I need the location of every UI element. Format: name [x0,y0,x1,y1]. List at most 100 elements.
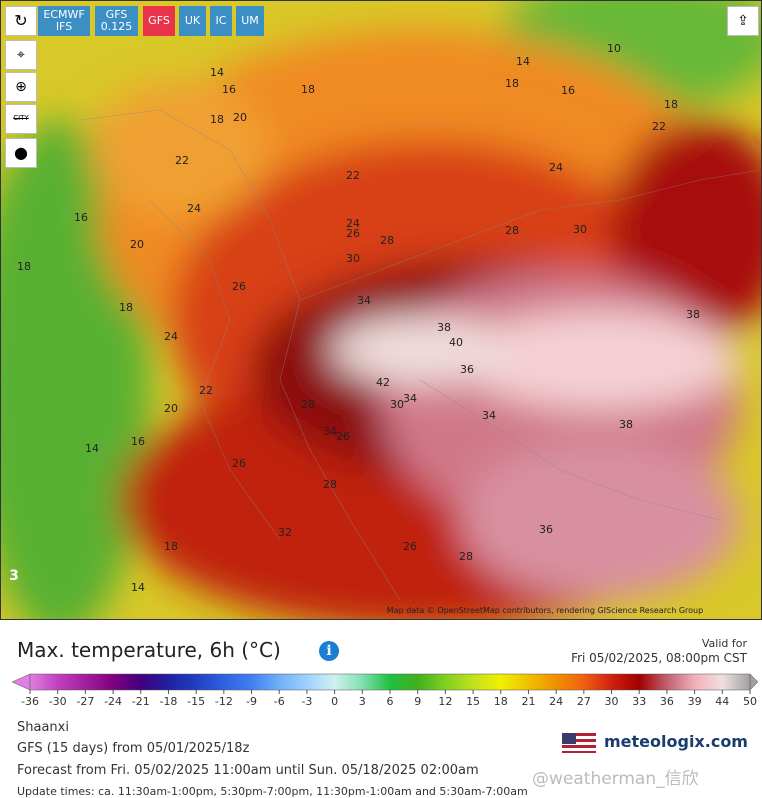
colorbar-label: -9 [246,695,257,708]
contour-label: 20 [233,111,247,124]
colorbar-label: 39 [688,695,702,708]
contour-label: 14 [210,66,224,79]
colorbar-label: -6 [274,695,285,708]
colorbar-label: 36 [660,695,674,708]
flag [562,733,596,753]
contour-label: 40 [449,336,463,349]
contour-label: 38 [686,308,700,321]
colorbar-label: 24 [549,695,563,708]
colorbar-label: 6 [387,695,394,708]
colorbar-label: 44 [715,695,729,708]
contour-label: 18 [210,113,224,126]
contour-label: 26 [346,227,360,240]
attribution: Map data © OpenStreetMap contributors, r… [387,606,703,615]
contour-label: 28 [459,550,473,563]
contour-label: 34 [403,392,417,405]
contour-label: 20 [164,402,178,415]
colorbar-label: 9 [414,695,421,708]
refresh-button[interactable]: ↻ [5,6,37,36]
colorbar-label: -30 [49,695,67,708]
share-button[interactable]: ⇪ [727,6,759,36]
model-sub: 0.125 [100,20,133,33]
model-name: UK [184,14,201,27]
contour-label: 30 [346,252,360,265]
contour-label: 26 [336,430,350,443]
contour-label: 20 [130,238,144,251]
model-tab[interactable]: UK [179,6,206,36]
borders [79,109,761,601]
colorbar-label: 12 [438,695,452,708]
marker-button[interactable]: ● [5,138,37,168]
city-button[interactable]: CITY [5,104,37,134]
contour-label: 18 [664,98,678,111]
contour-label: 30 [390,398,404,411]
colorbar-label: -27 [76,695,94,708]
valid-time: Fri 05/02/2025, 08:00pm CST [571,651,747,665]
model-sub: IFS [55,20,73,33]
logo[interactable]: meteologix.com [604,732,748,751]
model-tab[interactable]: GFS [143,6,175,36]
contour-label: 38 [619,418,633,431]
contour-label: 30 [573,223,587,236]
temperature-field [0,0,762,620]
colorbar-label: -12 [215,695,233,708]
contour-label: 26 [403,540,417,553]
colorbar-label: 50 [743,695,757,708]
contour-label: 16 [222,83,236,96]
contour-label: 42 [376,376,390,389]
map: Map data © OpenStreetMap contributors, r… [0,0,762,620]
model-run: GFS (15 days) from 05/01/2025/18z [17,741,250,756]
valid-label: Valid for [701,637,747,650]
model-tab[interactable]: IC [210,6,232,36]
contour-label: 14 [516,55,530,68]
contour-label: 22 [199,384,213,397]
colorbar-label: 18 [494,695,508,708]
contour-label: 34 [323,425,337,438]
colorbar-label: -24 [104,695,122,708]
colorbar-label: 15 [466,695,480,708]
contour-label: 34 [482,409,496,422]
colorbar-label: -36 [21,695,39,708]
update-times: Update times: ca. 11:30am-1:00pm, 5:30pm… [17,785,528,798]
model-name: GFS [105,8,128,21]
contour-label: 34 [357,294,371,307]
model-tab[interactable]: GFS 0.125 [95,6,138,36]
contour-label: 18 [164,540,178,553]
contour-label: 28 [301,398,315,411]
colorbar-arrow-right [749,673,759,691]
title: Max. temperature, 6h (°C) [17,638,281,662]
contour-label: 14 [131,581,145,594]
colorbar: -36 -30 -27 -24 -21 -18 -15 -12 -9 -6 -3 0 3 6 9 12 15 18… [11,673,759,708]
model-name: ECMWF [43,8,85,21]
contour-label: 24 [549,161,563,174]
model-tab[interactable]: UM [236,6,264,36]
contour-label: 24 [346,217,360,230]
colorbar-label: -21 [132,695,150,708]
model-tab[interactable]: ECMWF IFS [38,6,90,36]
contour-label: 18 [17,260,31,273]
colorbar-label: 0 [331,695,338,708]
contour-label: 36 [460,363,474,376]
region: Shaanxi [17,720,69,735]
model-name: IC [215,14,227,27]
colorbar-label: 21 [521,695,535,708]
model-name: GFS [148,14,170,27]
contour-label: 24 [164,330,178,343]
corner-label: 3 [9,568,19,584]
zoom-button[interactable]: ⊕ [5,72,37,102]
contour-label: 36 [539,523,553,536]
contour-label: 22 [175,154,189,167]
colorbar-label: -18 [159,695,177,708]
info-button[interactable]: i [319,641,339,661]
contour-label: 26 [232,457,246,470]
contour-label: 14 [85,442,99,455]
contour-label: 18 [301,83,315,96]
locate-button[interactable]: ⌖ [5,40,37,70]
contour-label: 26 [232,280,246,293]
contour-label: 32 [278,526,292,539]
contour-label: 16 [74,211,88,224]
contour-label: 24 [187,202,201,215]
contour-label: 28 [505,224,519,237]
colorbar-label: 27 [577,695,591,708]
